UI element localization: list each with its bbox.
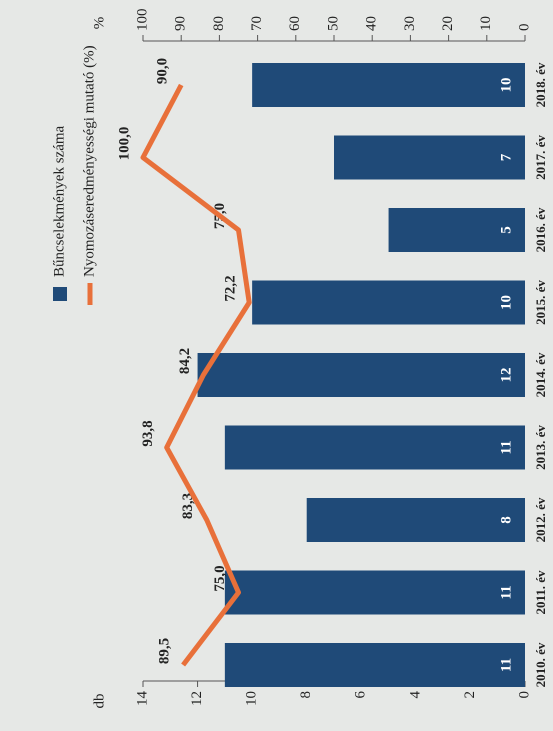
x-tick-label: 2018. év — [533, 62, 548, 107]
rotated-chart: db % 0 2 4 6 8 10 12 14 0 10 20 30 40 50 60 70 80 90 100 11… — [51, 9, 548, 709]
legend-label: Nyomozáseredményességi mutató (%) — [81, 45, 97, 277]
legend-swatch — [53, 287, 67, 301]
y2-tick-label: 80 — [211, 16, 227, 31]
x-tick-label: 2012. év — [533, 497, 548, 542]
y-tick-label: 8 — [298, 691, 314, 699]
bar-label: 11 — [498, 658, 514, 672]
bar-label: 12 — [498, 368, 514, 383]
bar-label: 7 — [498, 153, 514, 161]
bar-label: 11 — [498, 585, 514, 599]
bar — [252, 63, 525, 107]
bar — [388, 208, 526, 252]
y2-tick-label: 40 — [364, 16, 380, 31]
line-label: 90,0 — [155, 58, 171, 84]
x-tick-label: 2013. év — [533, 425, 548, 470]
x-tick-label: 2010. év — [533, 642, 548, 687]
y-axis-title: db — [91, 694, 107, 709]
line-label: 100,0 — [116, 127, 132, 161]
bar — [224, 425, 525, 470]
y2-tick-label: 100 — [134, 9, 150, 32]
bar-label: 8 — [498, 516, 514, 524]
y2-tick-label: 60 — [287, 16, 303, 31]
y-tick-label: 12 — [189, 691, 205, 706]
x-tick-label: 2011. év — [533, 570, 548, 615]
x-tick-label: 2014. év — [533, 352, 548, 397]
y-tick-label: 14 — [134, 691, 150, 707]
y2-axis-title: % — [91, 17, 107, 30]
legend-label: Bűncselekmények száma — [51, 125, 67, 277]
x-tick-label: 2017. év — [533, 135, 548, 180]
line — [140, 83, 252, 667]
line-label: 93,8 — [140, 420, 156, 446]
bar-label: 5 — [498, 226, 514, 234]
y-tick-label: 4 — [407, 691, 423, 699]
bar — [306, 498, 526, 542]
line-label: 83,3 — [180, 493, 196, 519]
y2-tick-label: 70 — [249, 16, 265, 31]
bar-label: 10 — [498, 295, 514, 310]
y2-tick-label: 90 — [173, 16, 189, 31]
bar — [224, 570, 525, 615]
x-tick-label: 2015. év — [533, 280, 548, 325]
y2-tick-label: 10 — [478, 16, 494, 31]
line-label: 72,2 — [223, 275, 239, 301]
bar-label: 10 — [498, 78, 514, 93]
y2-tick-label: 20 — [440, 16, 456, 31]
y-tick-label: 2 — [462, 691, 478, 699]
y2-tick-label: 50 — [325, 16, 341, 31]
line-label: 89,5 — [157, 638, 173, 664]
line-label: 84,2 — [177, 348, 193, 374]
line-label: 75,0 — [212, 565, 228, 591]
y2-tick-label: 0 — [516, 24, 532, 32]
y-tick-label: 0 — [516, 691, 532, 699]
bar — [334, 135, 525, 180]
x-tick-label: 2016. év — [533, 207, 548, 252]
bar — [252, 280, 525, 325]
y2-tick-label: 30 — [402, 16, 418, 31]
bar — [197, 353, 525, 397]
y-tick-label: 10 — [244, 691, 260, 706]
bar — [224, 643, 525, 687]
y-tick-label: 6 — [353, 691, 369, 699]
bar-label: 11 — [498, 440, 514, 454]
